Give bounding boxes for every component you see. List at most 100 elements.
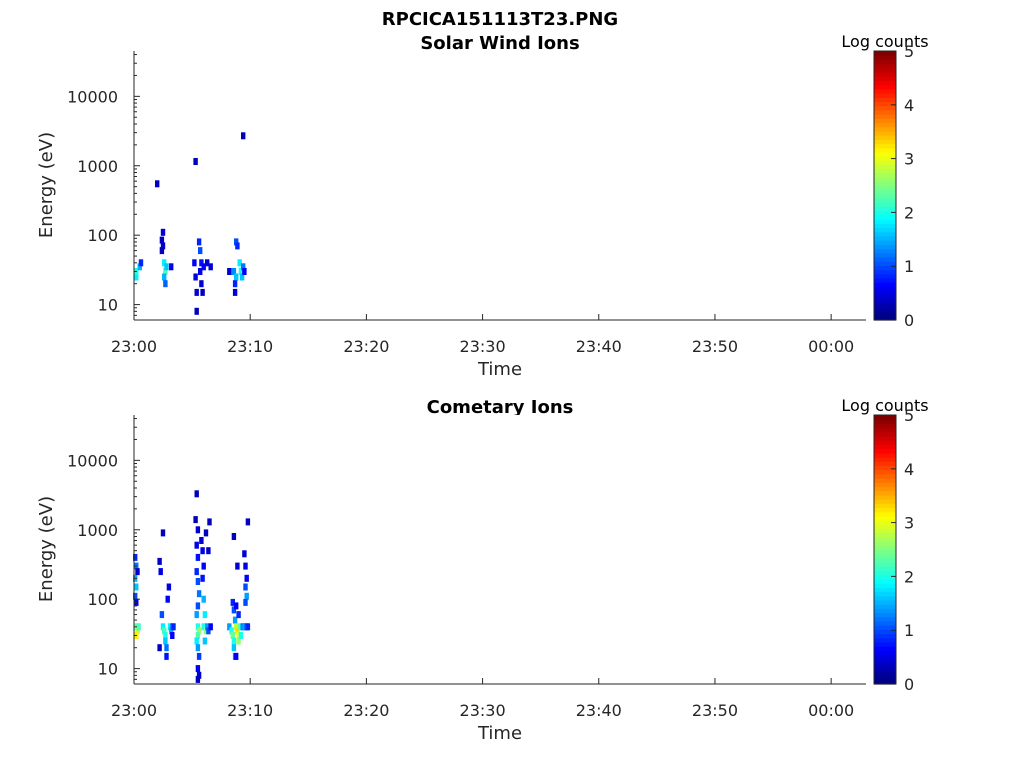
colorbar-segment xyxy=(874,315,896,321)
colorbar-segment xyxy=(874,227,896,233)
spectrogram-cell xyxy=(160,242,166,250)
colorbar-segment xyxy=(874,256,896,262)
colorbar-segment xyxy=(874,109,896,115)
colorbar-segment xyxy=(874,252,896,258)
spectrogram-cell xyxy=(242,268,247,275)
colorbar-segment xyxy=(874,101,896,107)
spectrogram-cell xyxy=(205,259,210,267)
spectrogram-cell xyxy=(159,236,165,244)
colorbar-segment xyxy=(874,210,896,216)
spectrogram-cell xyxy=(201,263,206,271)
colorbar-segment xyxy=(874,520,896,525)
colorbar-segment xyxy=(874,499,896,504)
colorbar-segment xyxy=(874,122,896,128)
spectrogram-cell xyxy=(198,268,203,275)
spectrogram-cell xyxy=(198,247,203,255)
spectrogram-cell xyxy=(201,562,206,570)
x-tick-label: 23:40 xyxy=(576,337,622,356)
colorbar-segment xyxy=(874,290,896,296)
colorbar-segment xyxy=(874,658,896,664)
spectrogram-cell xyxy=(194,611,199,619)
colorbar-segment xyxy=(874,469,896,475)
solar-wind-ions-panel: Solar Wind Ions 23:00 23:10 23:20 23:30 23:4… xyxy=(36,32,929,380)
colorbar-segment xyxy=(874,675,896,681)
colorbar-segment xyxy=(874,604,896,609)
colorbar-segment xyxy=(874,265,896,271)
spectrogram-cell xyxy=(195,602,201,610)
cometary-ions-plot-area xyxy=(134,415,866,684)
colorbar-segment xyxy=(874,298,896,304)
spectrogram-cell xyxy=(194,307,199,315)
spectrogram-cell xyxy=(203,627,209,635)
colorbar-segment xyxy=(874,570,896,576)
spectrogram-cell xyxy=(134,583,139,591)
x-tick-label: 23:50 xyxy=(692,701,738,720)
colorbar-segment xyxy=(874,130,896,136)
spectrogram-cell xyxy=(199,259,204,267)
colorbar-segment xyxy=(874,147,896,153)
spectrogram-cell xyxy=(243,583,248,591)
cometary-ions-colorbar-label: Log counts xyxy=(841,396,928,415)
colorbar-segment xyxy=(874,143,896,149)
x-tick-label: 23:40 xyxy=(576,701,622,720)
colorbar-tick-label: 2 xyxy=(904,567,914,586)
colorbar-segment xyxy=(874,641,896,647)
spectrogram-cell xyxy=(236,637,241,645)
colorbar-segment xyxy=(874,515,896,521)
colorbar-segment xyxy=(874,177,896,182)
colorbar-segment xyxy=(874,93,896,98)
spectrogram-cell xyxy=(137,263,142,271)
colorbar-segment xyxy=(874,591,896,597)
spectrogram-cell xyxy=(162,273,167,281)
colorbar-segment xyxy=(874,97,896,103)
y-tick-label: 10000 xyxy=(67,451,118,470)
spectrogram-cell xyxy=(195,526,201,534)
colorbar-segment xyxy=(874,105,896,111)
colorbar-segment xyxy=(874,231,896,237)
colorbar-segment xyxy=(874,595,896,601)
spectrogram-cell xyxy=(133,592,138,600)
spectrogram-cell xyxy=(236,611,241,619)
colorbar-tick-label: 4 xyxy=(904,96,914,115)
colorbar-segment xyxy=(874,650,896,656)
colorbar-segment xyxy=(874,63,896,69)
colorbar-segment xyxy=(874,452,896,458)
spectrogram-cell xyxy=(163,632,168,639)
colorbar-segment xyxy=(874,244,896,250)
spectrogram-cell xyxy=(244,574,249,582)
spectrogram-cell xyxy=(196,238,202,246)
x-tick-label: 23:20 xyxy=(343,337,389,356)
spectrogram-cell xyxy=(155,180,160,188)
colorbar-segment xyxy=(874,185,896,191)
spectrogram-cell xyxy=(206,627,211,635)
colorbar-frame xyxy=(873,414,897,685)
solar-wind-ions-title: Solar Wind Ions xyxy=(420,33,579,54)
cometary-ions-colorbar: 0 1 2 3 4 5 xyxy=(873,406,914,694)
colorbar-segment xyxy=(874,436,896,441)
spectrogram-cell xyxy=(231,644,237,652)
y-tick-label: 10000 xyxy=(67,87,118,106)
colorbar-segment xyxy=(874,562,896,567)
cometary-ions-ylabel: Energy (eV) xyxy=(36,496,57,602)
colorbar-tick-label: 1 xyxy=(904,257,914,276)
spectrogram-cell xyxy=(244,592,249,600)
colorbar-segment xyxy=(874,151,896,157)
spectrogram-cell xyxy=(231,637,237,645)
spectrogram-cell xyxy=(232,288,238,296)
colorbar-segment xyxy=(874,557,896,563)
spectrogram-cell xyxy=(202,611,208,619)
x-tick-label: 23:10 xyxy=(227,701,273,720)
colorbar-segment xyxy=(874,72,896,77)
colorbar-segment xyxy=(874,135,896,140)
colorbar-segment xyxy=(874,574,896,580)
spectrogram-cell xyxy=(195,644,201,652)
solar-wind-ions-colorbar-label: Log counts xyxy=(841,32,928,51)
colorbar-segment xyxy=(874,662,896,668)
spectrogram-cell xyxy=(134,273,139,281)
colorbar-segment xyxy=(874,156,896,161)
spectrogram-cell xyxy=(207,518,212,526)
spectrogram-cell xyxy=(135,627,140,635)
colorbar-segment xyxy=(874,511,896,517)
solar-wind-ions-xlabel: Time xyxy=(477,359,522,380)
spectrogram-cell xyxy=(202,637,208,645)
